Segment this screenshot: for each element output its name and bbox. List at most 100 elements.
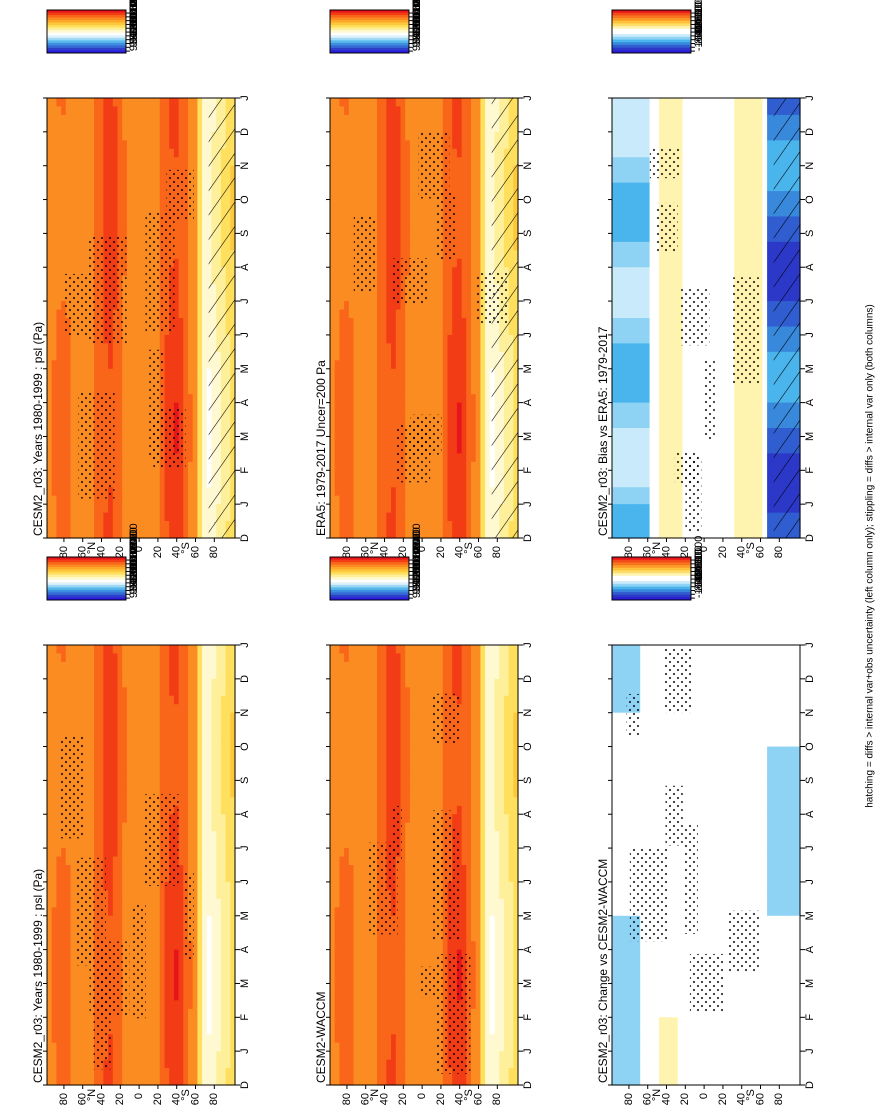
heat-cell [112, 123, 119, 133]
heat-cell [75, 114, 81, 124]
heat-cell [202, 123, 208, 133]
heat-cell [141, 529, 147, 539]
heat-cell [640, 368, 646, 378]
heat-cell [89, 521, 95, 531]
heat-cell [136, 224, 142, 234]
heat-cell [391, 131, 397, 141]
heat-cell [353, 495, 359, 505]
heat-cell [447, 131, 453, 141]
heat-cell [339, 123, 345, 133]
heat-cell [188, 504, 194, 514]
heat-cell [344, 182, 350, 192]
heat-cell [348, 165, 355, 175]
heat-cell [47, 512, 53, 522]
heat-cell [334, 165, 340, 175]
heat-cell [471, 419, 477, 429]
heat-cell [108, 114, 114, 124]
heat-cell [98, 165, 104, 175]
heat-cell [56, 478, 62, 488]
heat-cell [644, 436, 651, 446]
heat-cell [183, 444, 189, 454]
heat-cell [367, 114, 373, 124]
heat-cell [630, 250, 637, 260]
heat-cell [344, 309, 350, 319]
heat-cell [150, 334, 156, 344]
heat-cell [612, 521, 618, 531]
heat-cell [635, 428, 641, 438]
heat-cell [626, 436, 632, 446]
heat-cell [480, 512, 486, 522]
heat-cell [461, 292, 467, 302]
heat-cell [630, 411, 637, 421]
heat-cell [405, 140, 411, 150]
heat-cell [89, 165, 95, 175]
heat-cell [640, 250, 646, 260]
heat-cell [141, 343, 147, 353]
heat-cell [377, 301, 383, 311]
heat-cell [433, 360, 439, 370]
heat-cell [65, 343, 72, 353]
heat-cell [659, 267, 665, 277]
stipple-region [166, 169, 194, 221]
heat-cell [419, 334, 425, 344]
heat-cell [65, 385, 72, 395]
heat-cell [202, 428, 208, 438]
heat-cell [644, 284, 651, 294]
heat-cell [400, 394, 406, 404]
heat-cell [400, 521, 406, 531]
heat-cell [621, 301, 627, 311]
heat-cell [122, 98, 128, 108]
heat-cell [485, 394, 491, 404]
heat-cell [339, 191, 345, 201]
heat-cell [414, 98, 420, 108]
heat-cell [424, 529, 430, 539]
heat-cell [173, 224, 180, 234]
heat-cell [475, 191, 481, 201]
heat-cell [344, 284, 350, 294]
heat-cell [178, 148, 184, 158]
heat-cell [56, 394, 62, 404]
heat-cell [466, 174, 472, 184]
heat-cell [452, 343, 458, 353]
heat-cell [334, 402, 340, 412]
heat-cell [56, 140, 62, 150]
heat-cell [47, 521, 53, 531]
heat-cell [169, 478, 175, 488]
heat-cell [183, 309, 189, 319]
heat-cell [141, 368, 147, 378]
heat-cell [456, 224, 463, 234]
heat-cell [485, 436, 491, 446]
heat-cell [400, 216, 406, 226]
heat-cell [616, 512, 622, 522]
heat-cell [164, 521, 170, 531]
heat-cell [70, 419, 76, 429]
heat-cell [202, 131, 208, 141]
heat-cell [626, 191, 632, 201]
heat-cell [377, 495, 383, 505]
heat-cell [626, 123, 632, 133]
heat-cell [386, 411, 392, 421]
heat-cell [461, 521, 467, 531]
heat-cell [452, 275, 458, 285]
heat-cell [452, 131, 458, 141]
heat-cell [173, 157, 180, 167]
heat-cell [612, 351, 618, 361]
heat-cell [334, 309, 340, 319]
heat-cell [108, 224, 114, 234]
heat-cell [126, 487, 133, 497]
heat-cell [348, 157, 355, 167]
heat-cell [339, 284, 345, 294]
heat-cell [56, 241, 62, 251]
heat-cell [79, 377, 86, 387]
heat-cell [70, 191, 76, 201]
heat-cell [409, 377, 416, 387]
heat-cell [126, 140, 133, 150]
heat-cell [466, 106, 472, 116]
colorbar-label: 100400 [411, 0, 423, 32]
heat-cell [188, 140, 194, 150]
heat-cell [452, 140, 458, 150]
heat-cell [108, 521, 114, 531]
lat-label: 60 [77, 546, 89, 558]
heat-cell [112, 224, 119, 234]
heat-cell [367, 174, 373, 184]
